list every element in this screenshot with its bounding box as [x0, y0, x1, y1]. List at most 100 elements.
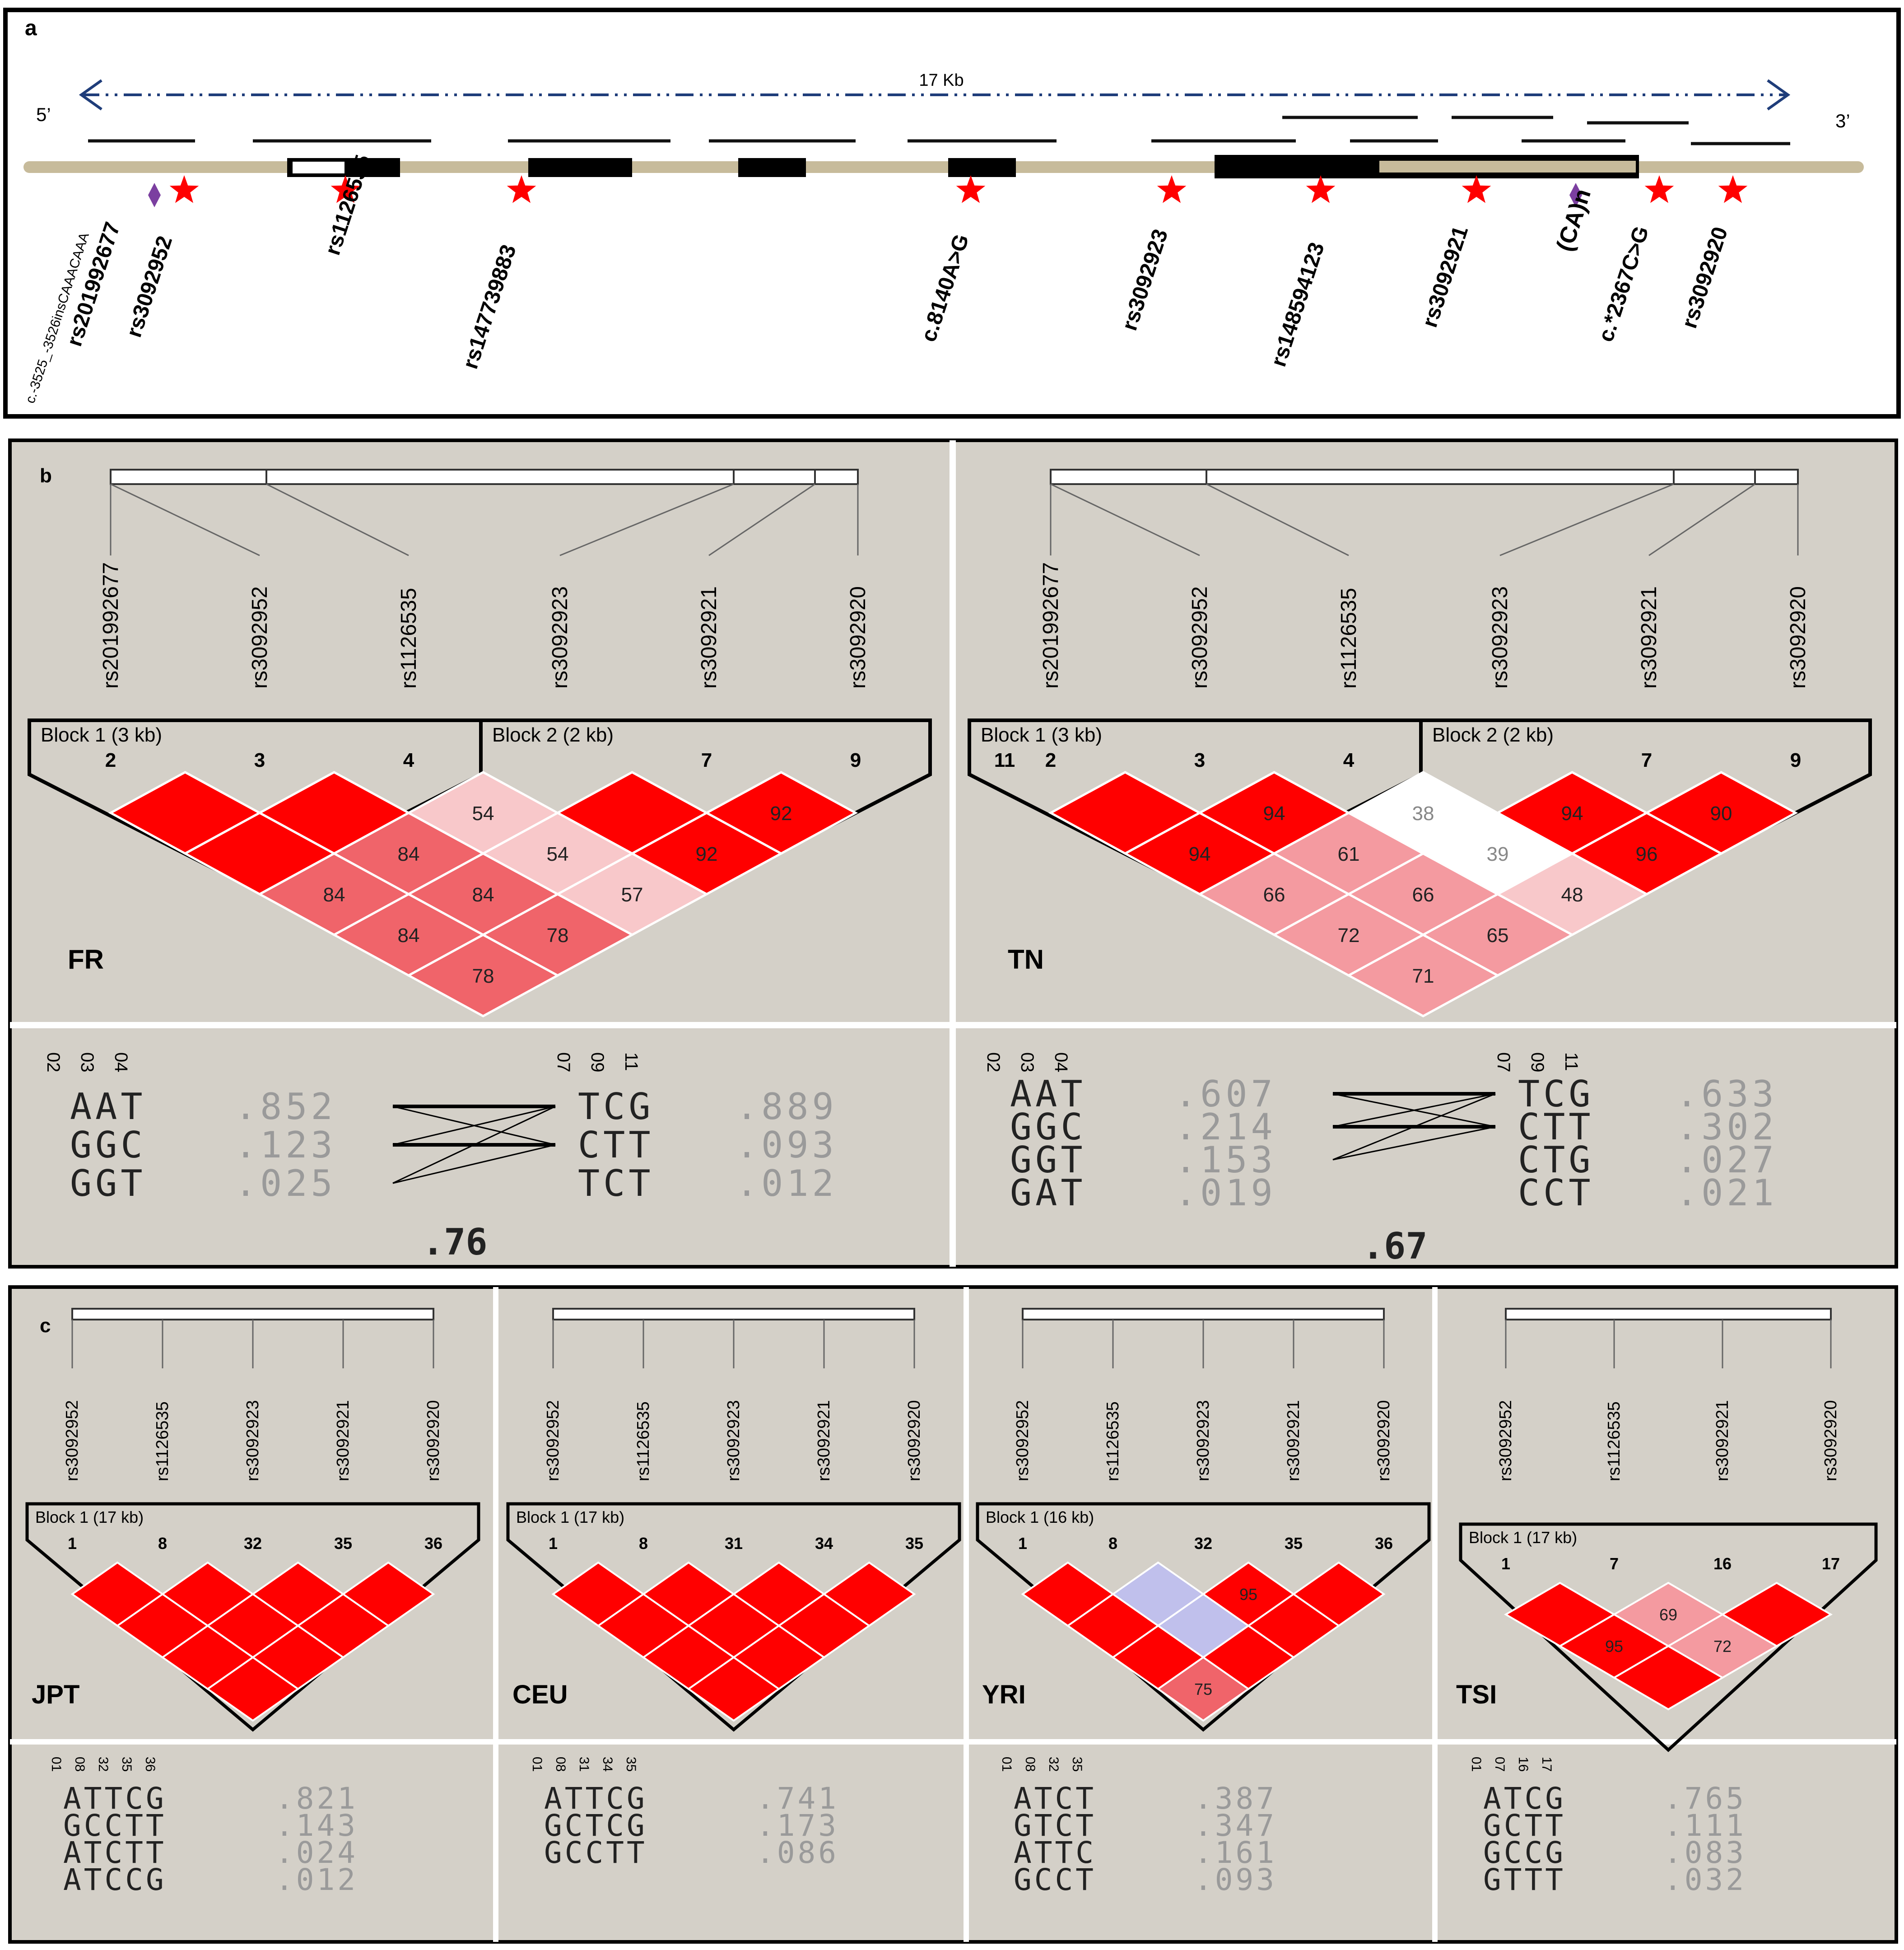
variant-star-marker — [169, 175, 199, 203]
hap-seq: ATTCG — [63, 1781, 167, 1816]
snp-label: rs3092920 — [1786, 586, 1810, 689]
hap-freq: .765 — [1664, 1781, 1746, 1816]
ld-cell — [1612, 1645, 1724, 1711]
position-ruler — [552, 1308, 915, 1320]
snp-index: 9 — [1790, 749, 1801, 771]
hap-seq: ATCG — [1483, 1781, 1566, 1816]
snp-connector — [559, 483, 734, 556]
population-label: CEU — [512, 1680, 568, 1709]
hap-link — [1332, 1126, 1496, 1161]
snp-index: 9 — [850, 749, 861, 771]
snp-label: rs3092923 — [548, 586, 572, 689]
ld-value: 61 — [1338, 843, 1360, 865]
ld-plot-fr: rs201992677 rs3092952 rs1126535 rs3092923 rs… — [28, 469, 1015, 1263]
hap-seq: GCCTT — [544, 1835, 647, 1870]
hap-seq: ATCT — [1014, 1781, 1096, 1816]
snp-label: rs3092921 — [334, 1400, 353, 1481]
hap-seq: GAT — [1010, 1172, 1086, 1214]
block-2-label: Block 2 (2 kb) — [1432, 724, 1554, 746]
panel-a-label: a — [25, 16, 37, 40]
hap-header: 17 — [1539, 1757, 1554, 1772]
hap-seq: ATCTT — [63, 1835, 167, 1870]
hap-seq: TCT — [578, 1162, 654, 1204]
block-label: Block 1 (16 kb) — [986, 1508, 1094, 1526]
block-1-label: Block 1 (3 kb) — [981, 724, 1102, 746]
hap-seq: AAT — [70, 1086, 146, 1128]
snp-label: rs3092923 — [1488, 586, 1512, 689]
snp-label: rs1126535 — [1605, 1401, 1624, 1481]
ld-plot-yri: rs3092952 rs1126535 rs3092923 rs3092921 rs30… — [976, 1308, 1431, 1897]
hap-header: 09 — [587, 1052, 607, 1073]
snp-index: 11 — [994, 749, 1015, 771]
hap-freq: .153 — [1175, 1139, 1276, 1181]
ld-value: 84 — [398, 924, 420, 947]
hap-freq: .093 — [1194, 1862, 1277, 1897]
ld-value: 65 — [1487, 924, 1509, 947]
variant-star-marker — [507, 175, 536, 203]
hap-freq: .032 — [1664, 1862, 1746, 1897]
haplotype-table: 01 08 31 34 35 ATTCG .741 GCTCG .173 GCCTT .086 — [530, 1757, 839, 1870]
hap-freq: .024 — [275, 1835, 358, 1870]
snp-label: rs201992677 — [1039, 562, 1063, 689]
ld-value: 54 — [472, 802, 494, 825]
hap-freq: .214 — [1175, 1106, 1276, 1148]
position-ruler — [110, 469, 859, 485]
hap-header: 01 — [530, 1757, 545, 1772]
five-prime-label: 5’ — [36, 104, 51, 125]
ld-value: 39 — [1487, 843, 1509, 865]
hap-seq: CTT — [1518, 1106, 1594, 1148]
snp-label: rs1126535 — [1337, 588, 1361, 689]
variant-star-marker — [1644, 175, 1674, 203]
hap-header: 04 — [111, 1052, 131, 1073]
panel-c-label: c — [40, 1315, 51, 1337]
position-ruler — [1022, 1308, 1385, 1320]
hap-freq: .019 — [1175, 1172, 1276, 1214]
snp-label: rs1126535 — [1103, 1401, 1122, 1481]
snp-label: rs3092921 — [1284, 1400, 1303, 1481]
snp-label: rs1126535 — [397, 588, 421, 689]
hap-freq: .083 — [1664, 1835, 1746, 1870]
ld-cell — [406, 933, 560, 1017]
snp-index: 35 — [334, 1534, 352, 1553]
ld-value: 72 — [1338, 924, 1360, 947]
hap-header: 08 — [72, 1757, 87, 1772]
snp-label: rs3092952 — [1188, 586, 1212, 689]
hap-seq: CTT — [578, 1124, 654, 1166]
hap-header: 09 — [1527, 1052, 1547, 1073]
panel-b-plots: rs201992677 rs3092952 rs1126535 rs3092923 rs… — [28, 469, 1872, 1267]
ld-value: 92 — [696, 843, 718, 865]
hap-link — [392, 1106, 556, 1146]
block-1-label: Block 1 (3 kb) — [41, 724, 162, 746]
hap-freq: .123 — [235, 1124, 336, 1166]
hap-header: 08 — [1023, 1757, 1038, 1772]
snp-label: rs3092923 — [1194, 1400, 1213, 1481]
hap-seq: GGC — [70, 1124, 146, 1166]
variant-star-marker — [956, 175, 986, 203]
hap-seq: ATCCG — [63, 1862, 167, 1897]
snp-label: rs201992677 — [99, 562, 123, 689]
snp-index: 35 — [1285, 1534, 1303, 1553]
hap-header: 36 — [143, 1757, 158, 1772]
snp-index: 35 — [905, 1534, 923, 1553]
hap-seq: CCT — [1518, 1172, 1594, 1214]
hap-freq: .347 — [1194, 1808, 1277, 1843]
ld-value: 84 — [398, 843, 420, 865]
hap-header: 07 — [1494, 1052, 1513, 1073]
snp-label: rs3092923 — [243, 1400, 262, 1481]
hap-freq: .161 — [1194, 1835, 1277, 1870]
exons — [287, 155, 1639, 178]
hap-freq: .741 — [756, 1781, 839, 1816]
hap-header: 03 — [1017, 1052, 1037, 1073]
snp-index: 32 — [1194, 1534, 1212, 1553]
snp-label: rs1126535 — [153, 1401, 172, 1481]
snp-index: 2 — [1045, 749, 1056, 771]
population-label: TSI — [1456, 1680, 1497, 1709]
ld-value: 92 — [770, 802, 792, 825]
position-ruler — [1050, 469, 1799, 485]
panel-b-label: b — [40, 465, 52, 487]
hap-header: 11 — [621, 1052, 641, 1071]
hap-header: 32 — [96, 1757, 111, 1772]
position-ruler — [71, 1308, 434, 1320]
ld-value: 94 — [1561, 802, 1583, 825]
hap-freq: .027 — [1676, 1139, 1778, 1181]
